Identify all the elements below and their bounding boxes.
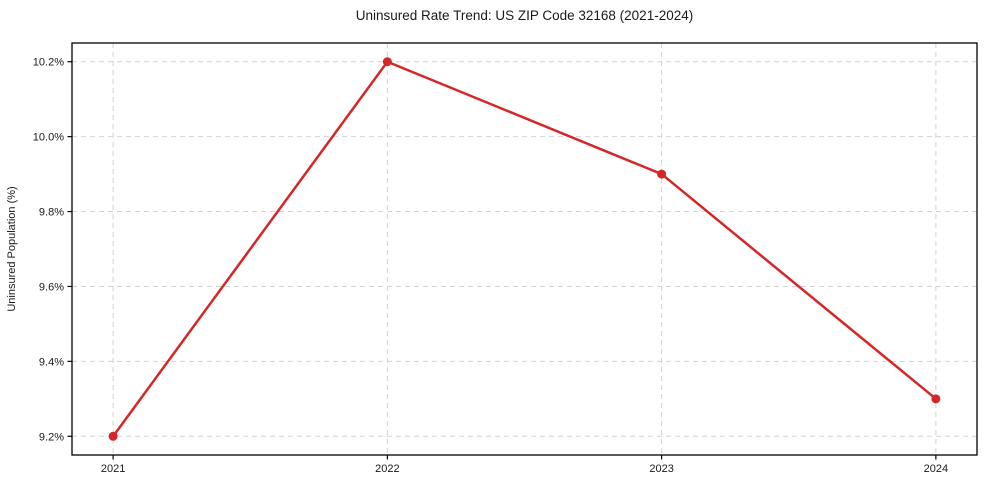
y-tick-label: 9.4% xyxy=(39,356,64,368)
x-tick-label: 2023 xyxy=(649,463,673,475)
data-point-2022 xyxy=(382,57,392,67)
data-point-2021 xyxy=(108,431,118,441)
y-tick-label: 9.8% xyxy=(39,207,64,219)
axis-ticks xyxy=(67,61,937,460)
y-tick-label: 10.0% xyxy=(33,132,64,144)
x-tick-label: 2022 xyxy=(375,463,399,475)
y-tick-label: 9.6% xyxy=(39,281,64,293)
chart-title: Uninsured Rate Trend: US ZIP Code 32168 … xyxy=(356,8,693,23)
axis-tick-labels: 2021 2022 2023 2024 9.2% 9.4% 9.6% 9.8% 10.0% 10.… xyxy=(33,57,948,475)
data-series xyxy=(108,57,941,441)
data-point-2023 xyxy=(657,169,667,179)
y-tick-label: 9.2% xyxy=(39,431,64,443)
data-point-2024 xyxy=(931,394,941,404)
y-tick-label: 10.2% xyxy=(33,57,64,69)
x-tick-label: 2021 xyxy=(101,463,125,475)
x-tick-label: 2024 xyxy=(924,463,948,475)
y-axis-label: Uninsured Population (%) xyxy=(6,186,18,311)
trend-line xyxy=(111,60,938,438)
plot-area-border xyxy=(71,42,978,456)
gridlines xyxy=(72,43,977,455)
